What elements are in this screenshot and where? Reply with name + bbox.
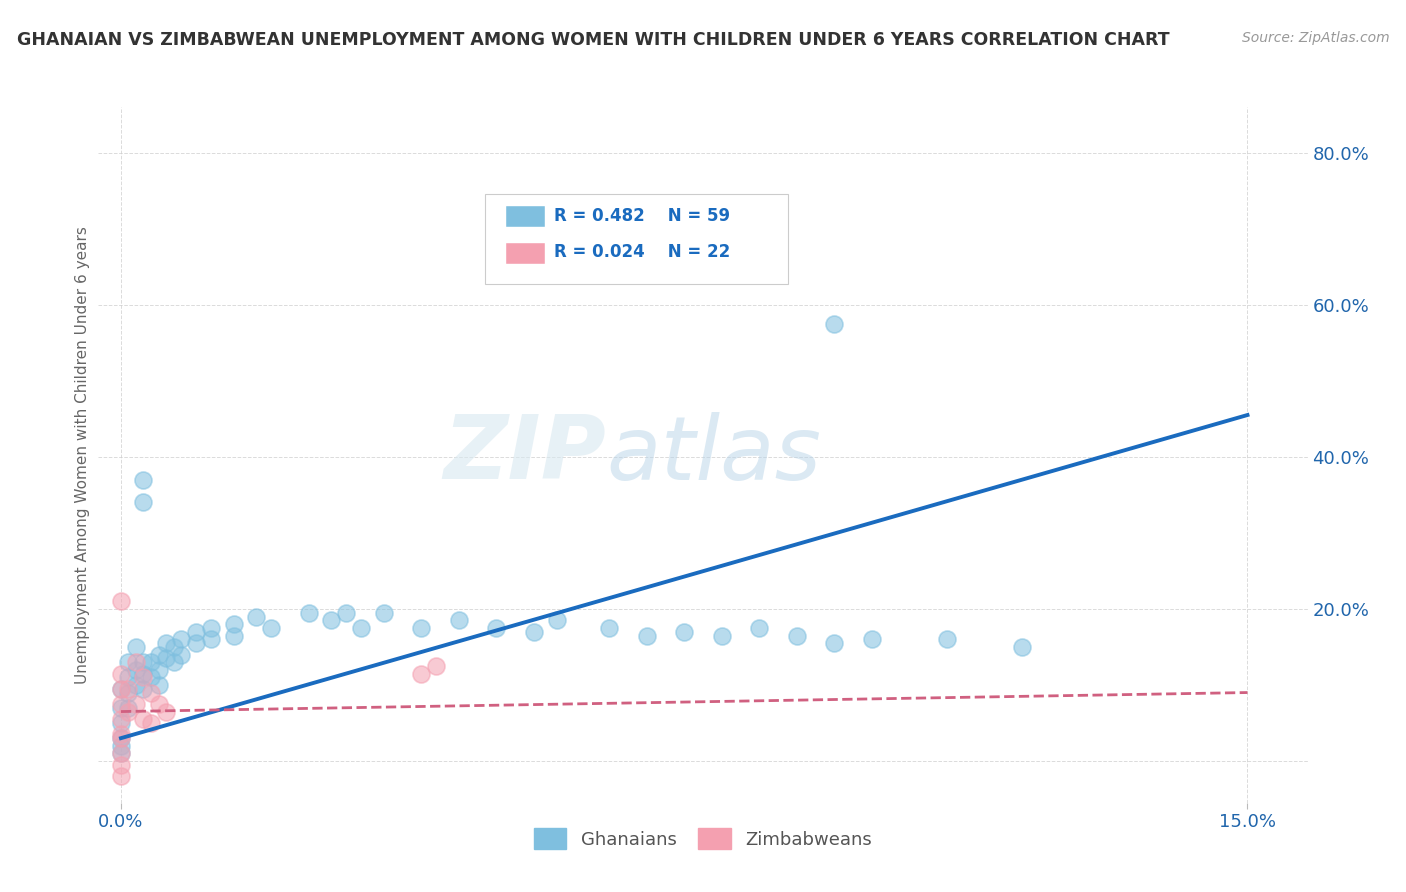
- Point: [162, 640, 184, 654]
- Point: [411, 621, 433, 635]
- Point: [1011, 640, 1033, 654]
- Point: [321, 613, 343, 627]
- Point: [936, 632, 959, 647]
- Point: [132, 681, 155, 696]
- Legend: Ghanaians, Zimbabweans: Ghanaians, Zimbabweans: [527, 822, 879, 856]
- Point: [561, 236, 583, 251]
- Point: [110, 697, 132, 711]
- Text: R = 0.482    N = 59: R = 0.482 N = 59: [554, 207, 730, 225]
- Point: [411, 666, 433, 681]
- Point: [162, 655, 184, 669]
- Point: [110, 769, 132, 783]
- Point: [298, 606, 321, 620]
- Point: [139, 715, 162, 730]
- Point: [148, 697, 170, 711]
- Point: [373, 606, 395, 620]
- Point: [110, 727, 132, 741]
- Point: [110, 712, 132, 726]
- Point: [139, 655, 162, 669]
- Point: [132, 670, 155, 684]
- Point: [139, 670, 162, 684]
- Point: [148, 648, 170, 662]
- Point: [598, 621, 620, 635]
- Point: [125, 655, 148, 669]
- Text: R = 0.024    N = 22: R = 0.024 N = 22: [554, 244, 731, 261]
- Point: [170, 632, 193, 647]
- Point: [132, 473, 155, 487]
- Y-axis label: Unemployment Among Women with Children Under 6 years: Unemployment Among Women with Children U…: [75, 226, 90, 684]
- Text: Source: ZipAtlas.com: Source: ZipAtlas.com: [1241, 31, 1389, 45]
- Point: [117, 681, 139, 696]
- Point: [485, 621, 508, 635]
- Point: [335, 606, 357, 620]
- Point: [245, 609, 267, 624]
- Point: [125, 640, 148, 654]
- Text: ZIP: ZIP: [443, 411, 606, 499]
- Point: [710, 628, 733, 642]
- Point: [823, 317, 845, 331]
- Point: [110, 681, 132, 696]
- Point: [860, 632, 883, 647]
- Point: [125, 678, 148, 692]
- Text: atlas: atlas: [606, 412, 821, 498]
- Point: [132, 666, 155, 681]
- Point: [117, 670, 139, 684]
- Point: [673, 624, 696, 639]
- Point: [155, 705, 177, 719]
- FancyBboxPatch shape: [506, 243, 544, 264]
- Point: [523, 624, 546, 639]
- Point: [110, 757, 132, 772]
- Point: [155, 636, 177, 650]
- Point: [117, 655, 139, 669]
- Point: [148, 678, 170, 692]
- Point: [110, 747, 132, 761]
- Point: [110, 594, 132, 608]
- Point: [110, 731, 132, 746]
- Point: [132, 655, 155, 669]
- Point: [222, 617, 245, 632]
- FancyBboxPatch shape: [485, 194, 787, 285]
- Text: GHANAIAN VS ZIMBABWEAN UNEMPLOYMENT AMONG WOMEN WITH CHILDREN UNDER 6 YEARS CORR: GHANAIAN VS ZIMBABWEAN UNEMPLOYMENT AMON…: [17, 31, 1170, 49]
- Point: [110, 739, 132, 753]
- Point: [117, 685, 139, 699]
- Point: [546, 613, 568, 627]
- Point: [786, 628, 808, 642]
- Point: [200, 621, 222, 635]
- Point: [748, 621, 770, 635]
- Point: [110, 731, 132, 746]
- Point: [222, 628, 245, 642]
- Point: [110, 715, 132, 730]
- Point: [110, 700, 132, 714]
- Point: [447, 613, 470, 627]
- Point: [110, 747, 132, 761]
- Point: [823, 636, 845, 650]
- Point: [260, 621, 283, 635]
- Point: [132, 495, 155, 509]
- Point: [200, 632, 222, 647]
- Point: [110, 666, 132, 681]
- FancyBboxPatch shape: [506, 206, 544, 227]
- Point: [125, 697, 148, 711]
- Point: [425, 659, 447, 673]
- Point: [132, 712, 155, 726]
- Point: [125, 663, 148, 677]
- Point: [139, 685, 162, 699]
- Point: [350, 621, 373, 635]
- Point: [184, 624, 207, 639]
- Point: [155, 651, 177, 665]
- Point: [117, 700, 139, 714]
- Point: [636, 628, 658, 642]
- Point: [110, 681, 132, 696]
- Point: [170, 648, 193, 662]
- Point: [184, 636, 207, 650]
- Point: [148, 663, 170, 677]
- Point: [117, 705, 139, 719]
